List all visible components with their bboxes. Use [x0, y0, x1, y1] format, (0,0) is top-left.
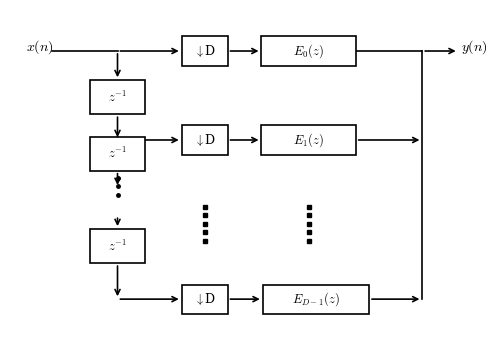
FancyBboxPatch shape	[90, 137, 145, 171]
FancyBboxPatch shape	[90, 229, 145, 263]
Text: $E_0(z)$: $E_0(z)$	[293, 42, 324, 60]
Text: $z^{-1}$: $z^{-1}$	[108, 238, 127, 254]
FancyBboxPatch shape	[263, 285, 369, 314]
Text: $\downarrow$D: $\downarrow$D	[194, 43, 215, 59]
Text: $y(n)$: $y(n)$	[461, 39, 488, 57]
FancyBboxPatch shape	[90, 80, 145, 114]
Text: $\downarrow$D: $\downarrow$D	[194, 132, 215, 148]
FancyBboxPatch shape	[182, 285, 228, 314]
FancyBboxPatch shape	[261, 126, 356, 155]
Text: $E_1(z)$: $E_1(z)$	[293, 131, 324, 149]
Text: $z^{-1}$: $z^{-1}$	[108, 146, 127, 161]
Text: $E_{D-1}(z)$: $E_{D-1}(z)$	[292, 290, 340, 308]
Text: $x(n)$: $x(n)$	[26, 39, 53, 57]
Text: $z^{-1}$: $z^{-1}$	[108, 90, 127, 105]
Text: $\downarrow$D: $\downarrow$D	[194, 291, 215, 307]
FancyBboxPatch shape	[182, 37, 228, 66]
FancyBboxPatch shape	[261, 37, 356, 66]
FancyBboxPatch shape	[182, 126, 228, 155]
